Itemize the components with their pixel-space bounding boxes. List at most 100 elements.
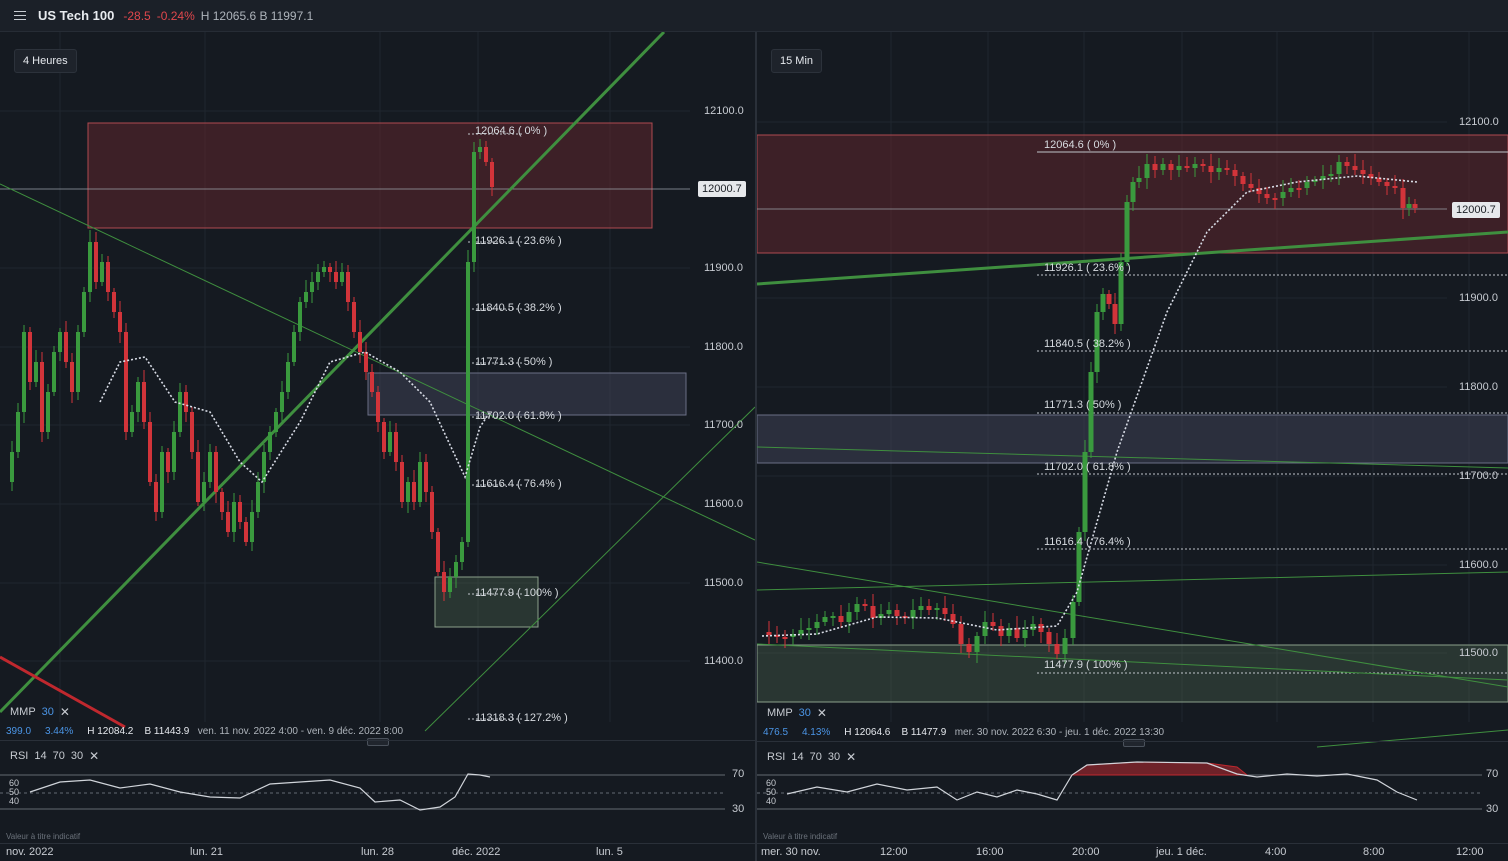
- candle-body: [412, 482, 416, 502]
- candle-body: [1304, 182, 1310, 188]
- pane-resize-handle[interactable]: [367, 738, 389, 746]
- x-axis-separator: [757, 843, 1508, 844]
- candle-body: [790, 634, 796, 637]
- close-icon[interactable]: ✕: [89, 749, 100, 763]
- candle-body: [70, 362, 74, 392]
- candle-body: [822, 617, 828, 622]
- x-label: nov. 2022: [6, 846, 54, 858]
- candle-body: [1312, 180, 1318, 182]
- chart-canvas-4h[interactable]: [0, 32, 755, 861]
- candle-body: [322, 267, 326, 272]
- candle-body: [172, 432, 176, 472]
- indicative-note: Valeur à titre indicatif: [6, 832, 81, 841]
- timeframe-label-15m[interactable]: 15 Min: [771, 49, 823, 73]
- candle-body: [346, 272, 350, 302]
- symbol-title[interactable]: US Tech 100: [38, 8, 115, 23]
- candle-body: [262, 452, 266, 482]
- pane-separator: [757, 741, 1508, 742]
- candle-body: [124, 332, 128, 432]
- support-zone: [434, 576, 539, 628]
- fib-level-382: 11840.5 ( 38.2% ): [475, 302, 562, 314]
- candle-body: [1240, 176, 1246, 184]
- mmp-indicator-label[interactable]: MMP 30 ✕: [767, 706, 827, 720]
- candle-body: [154, 482, 158, 512]
- menu-icon[interactable]: [14, 10, 28, 21]
- candle-body: [1368, 174, 1374, 178]
- y-label: 11600.0: [1459, 559, 1498, 571]
- current-price-tag: 12000.7: [698, 181, 746, 197]
- rsi-level-30: 30: [732, 803, 745, 815]
- candle-body: [862, 604, 868, 606]
- candle-body: [478, 147, 482, 152]
- pane-resize-handle[interactable]: [1123, 739, 1145, 747]
- candle-body: [460, 542, 464, 562]
- candle-body: [88, 242, 92, 292]
- mmp-pct: 4.13%: [801, 727, 831, 738]
- candle-body: [292, 332, 296, 362]
- info-readout: 399.0 3.44% H 12084.2 B 11443.9 ven. 11 …: [6, 726, 403, 737]
- candle-body: [1232, 170, 1238, 176]
- y-label: 12100.0: [1459, 116, 1499, 128]
- x-label: 16:00: [976, 846, 1004, 858]
- resistance-zone: [87, 122, 653, 229]
- candle-body: [1360, 170, 1366, 174]
- y-label: 11900.0: [1459, 292, 1498, 304]
- mmp-indicator-label[interactable]: MMP 30 ✕: [10, 705, 70, 719]
- candle-body: [1136, 178, 1142, 182]
- date-range: ven. 11 nov. 2022 4:00 - ven. 9 déc. 202…: [197, 726, 404, 737]
- candle-body: [178, 392, 182, 432]
- candle-body: [1264, 194, 1270, 198]
- candle-body: [64, 332, 68, 362]
- mmp-name: MMP: [767, 707, 793, 719]
- chart-canvas-15m[interactable]: [757, 32, 1508, 861]
- timeframe-label-4h[interactable]: 4 Heures: [14, 49, 77, 73]
- candle-body: [1280, 192, 1286, 198]
- candle-body: [1400, 188, 1406, 208]
- candle-body: [990, 622, 996, 626]
- candle-body: [112, 292, 116, 312]
- candle-body: [1022, 630, 1028, 638]
- rsi-p1: 14: [791, 751, 804, 763]
- candle-body: [1144, 164, 1150, 178]
- rsi-p2: 70: [52, 750, 65, 762]
- chart-panel-15m[interactable]: 15 Min 12100.0 11900.0 11800.0 11700.0 1…: [757, 32, 1508, 861]
- candle-body: [1076, 532, 1082, 602]
- close-icon[interactable]: ✕: [816, 706, 827, 720]
- candle-body: [934, 608, 940, 610]
- mmp-high: H 12084.2: [87, 726, 134, 737]
- fib-level-618: 11702.0 ( 61.8% ): [1044, 461, 1131, 473]
- mmp-period: 30: [41, 706, 54, 718]
- panel-divider[interactable]: [755, 32, 757, 861]
- close-icon[interactable]: ✕: [59, 705, 70, 719]
- chart-panel-4h[interactable]: 4 Heures 12100.0 11900.0 11800.0 11700.0…: [0, 32, 755, 861]
- y-label: 12100.0: [704, 105, 744, 117]
- date-range: mer. 30 nov. 2022 6:30 - jeu. 1 déc. 202…: [954, 727, 1165, 738]
- y-label: 11800.0: [704, 341, 743, 353]
- candle-body: [1112, 304, 1118, 324]
- candle-body: [1152, 164, 1158, 170]
- candle-body: [58, 332, 62, 352]
- candle-body: [274, 412, 278, 432]
- candle-body: [1352, 166, 1358, 170]
- rsi-inner-50: 50: [766, 787, 777, 797]
- rsi-p2: 70: [809, 751, 822, 763]
- candle-body: [472, 152, 476, 262]
- rsi-indicator-label[interactable]: RSI 14 70 30 ✕: [767, 750, 856, 764]
- candle-body: [1088, 372, 1094, 452]
- candle-body: [424, 462, 428, 492]
- candle-body: [766, 632, 772, 635]
- candle-body: [364, 352, 368, 372]
- candle-body: [1256, 188, 1262, 194]
- pane-separator: [0, 740, 755, 741]
- candle-body: [878, 614, 884, 618]
- x-label: lun. 28: [361, 846, 395, 858]
- candle-body: [1200, 164, 1206, 166]
- candle-body: [1176, 166, 1182, 170]
- candle-body: [1344, 162, 1350, 166]
- close-icon[interactable]: ✕: [846, 750, 857, 764]
- candle-body: [94, 242, 98, 282]
- rsi-indicator-label[interactable]: RSI 14 70 30 ✕: [10, 749, 99, 763]
- candle-body: [136, 382, 140, 412]
- candle-body: [1216, 168, 1222, 172]
- candle-body: [244, 522, 248, 542]
